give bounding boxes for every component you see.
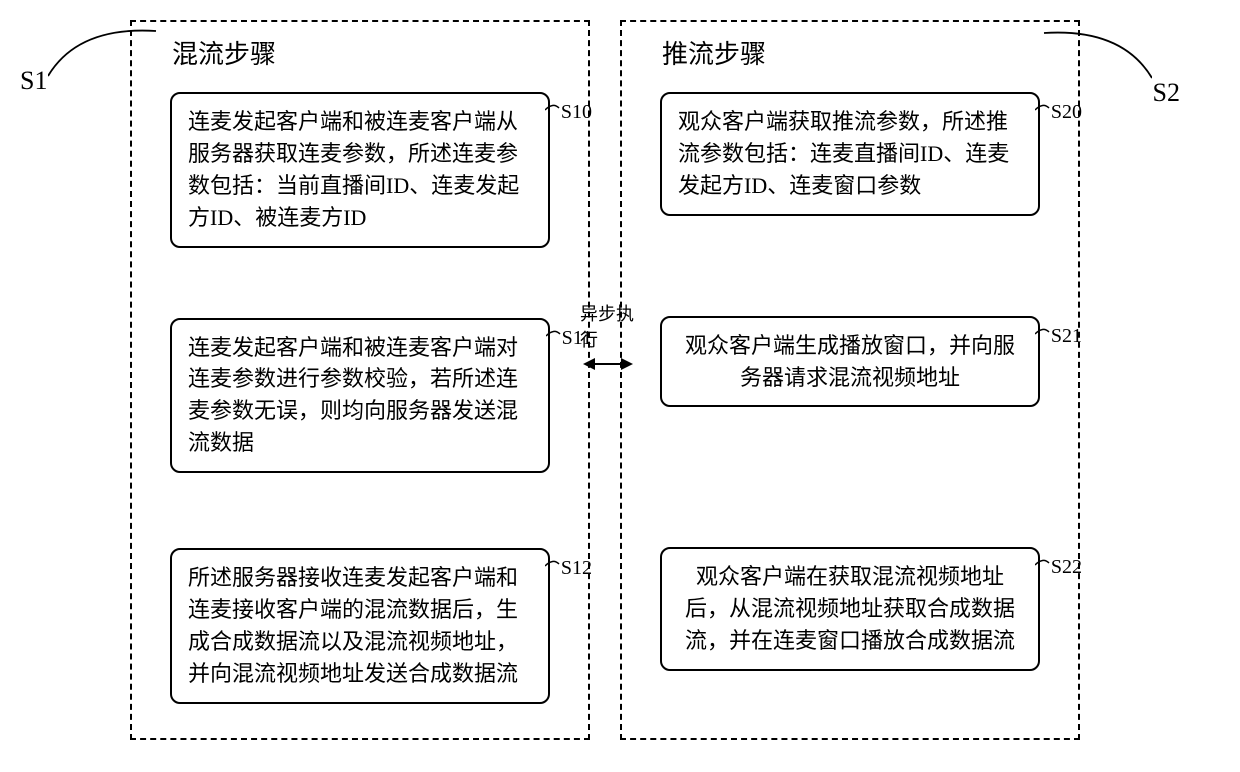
label-text: S21: [1051, 325, 1082, 347]
label-s10: S10: [561, 98, 592, 127]
arrow-s21-s22: [849, 407, 851, 547]
arrow-s11-s12: [359, 473, 361, 548]
label-s21: S21: [1051, 322, 1082, 351]
async-connector: 异步执行: [580, 300, 636, 374]
node-s22: 观众客户端在获取混流视频地址后，从混流视频地址获取合成数据流，并在连麦窗口播放合…: [660, 547, 1040, 671]
outer-label-s1: S1: [20, 66, 47, 96]
node-s11: 连麦发起客户端和被连麦客户端对连麦参数进行参数校验，若所述连麦参数无误，则均向服…: [170, 318, 550, 474]
label-s22: S22: [1051, 553, 1082, 582]
node-s20: 观众客户端获取推流参数，所述推流参数包括：连麦直播间ID、连麦发起方ID、连麦窗…: [660, 92, 1040, 216]
node-text: 观众客户端生成播放窗口，并向服务器请求混流视频地址: [685, 333, 1015, 390]
col-push-boxes: 观众客户端获取推流参数，所述推流参数包括：连麦直播间ID、连麦发起方ID、连麦窗…: [622, 92, 1078, 738]
col-mix-title: 混流步骤: [172, 34, 276, 71]
node-text: 观众客户端在获取混流视频地址后，从混流视频地址获取合成数据流，并在连麦窗口播放合…: [685, 564, 1015, 653]
label-text: S22: [1051, 556, 1082, 578]
node-s12: 所述服务器接收连麦发起客户端和连麦接收客户端的混流数据后，生成合成数据流以及混流…: [170, 548, 550, 704]
col-mix: 混流步骤 连麦发起客户端和被连麦客户端从服务器获取连麦参数，所述连麦参数包括：当…: [130, 20, 590, 740]
col-push: 推流步骤 观众客户端获取推流参数，所述推流参数包括：连麦直播间ID、连麦发起方I…: [620, 20, 1080, 740]
label-text: S2: [1153, 78, 1180, 107]
node-text: 连麦发起客户端和被连麦客户端从服务器获取连麦参数，所述连麦参数包括：当前直播间I…: [188, 109, 519, 230]
node-text: 所述服务器接收连麦发起客户端和连麦接收客户端的混流数据后，生成合成数据流以及混流…: [188, 565, 518, 686]
label-s20: S20: [1051, 98, 1082, 127]
node-text: 连麦发起客户端和被连麦客户端对连麦参数进行参数校验，若所述连麦参数无误，则均向服…: [188, 335, 518, 456]
label-text: S12: [561, 557, 592, 579]
diagram-columns: 混流步骤 连麦发起客户端和被连麦客户端从服务器获取连麦参数，所述连麦参数包括：当…: [130, 20, 1080, 740]
label-text: S20: [1051, 101, 1082, 123]
col-mix-boxes: 连麦发起客户端和被连麦客户端从服务器获取连麦参数，所述连麦参数包括：当前直播间I…: [132, 92, 588, 738]
node-s21: 观众客户端生成播放窗口，并向服务器请求混流视频地址 S21: [660, 316, 1040, 408]
node-s10: 连麦发起客户端和被连麦客户端从服务器获取连麦参数，所述连麦参数包括：当前直播间I…: [170, 92, 550, 248]
label-text: S10: [561, 101, 592, 123]
arrow-s10-s11: [359, 248, 361, 318]
arrow-s20-s21: [849, 216, 851, 316]
label-text: S1: [20, 66, 47, 95]
node-text: 观众客户端获取推流参数，所述推流参数包括：连麦直播间ID、连麦发起方ID、连麦窗…: [678, 109, 1009, 198]
label-s12: S12: [561, 554, 592, 583]
double-arrow-icon: [583, 354, 633, 374]
col-push-title: 推流步骤: [662, 34, 766, 71]
async-text: 异步执行: [580, 300, 636, 352]
outer-label-s2: S2: [1153, 78, 1180, 108]
